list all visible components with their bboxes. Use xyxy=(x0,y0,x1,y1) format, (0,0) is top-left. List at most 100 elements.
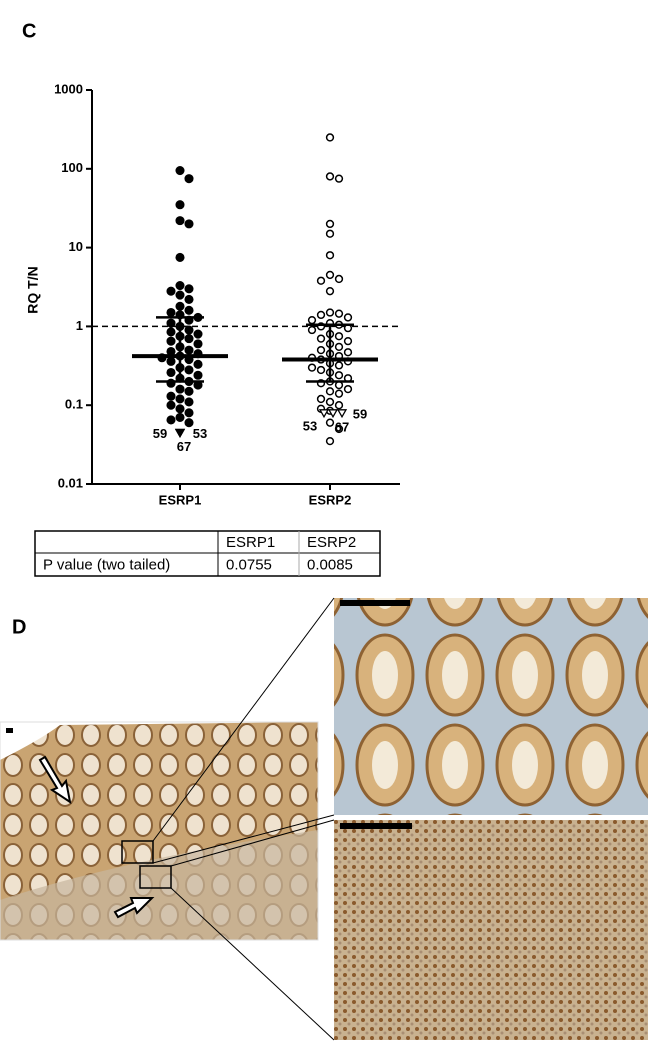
table-cell: ESRP2 xyxy=(307,534,356,551)
flagged-point xyxy=(174,428,186,438)
data-point xyxy=(184,397,194,407)
data-point xyxy=(316,345,326,355)
scale-bar xyxy=(340,823,412,829)
scale-bar xyxy=(340,600,410,606)
data-point xyxy=(307,325,317,335)
data-point xyxy=(334,174,344,183)
arrow xyxy=(38,755,72,805)
data-point xyxy=(307,363,317,372)
data-point xyxy=(175,166,185,176)
data-point xyxy=(175,200,185,210)
zoom-image xyxy=(334,820,648,1040)
data-point xyxy=(175,384,185,394)
data-point xyxy=(325,172,335,181)
data-point xyxy=(334,401,344,410)
data-point xyxy=(184,345,194,355)
scale-bar xyxy=(6,728,13,733)
data-point xyxy=(307,316,317,325)
data-point xyxy=(325,133,335,142)
data-point xyxy=(316,394,326,404)
data-point xyxy=(175,252,185,262)
table-cell: ESRP1 xyxy=(226,534,275,551)
zoom-image xyxy=(334,598,648,815)
data-point xyxy=(325,287,335,296)
data-point xyxy=(166,336,176,346)
x-tick-label: ESRP1 xyxy=(159,492,202,507)
data-point xyxy=(316,310,326,320)
data-point xyxy=(325,219,335,229)
data-point xyxy=(334,274,344,284)
data-point xyxy=(325,387,335,396)
data-point xyxy=(166,318,176,328)
data-point xyxy=(166,356,176,366)
data-point xyxy=(325,270,335,280)
flag-label: 59 xyxy=(353,406,367,421)
table-cell: 0.0755 xyxy=(226,556,272,573)
y-tick-label: 100 xyxy=(61,160,83,175)
data-point xyxy=(193,370,203,380)
data-point xyxy=(184,365,194,375)
data-point xyxy=(334,371,344,380)
overview-image xyxy=(0,830,318,940)
data-point xyxy=(334,424,344,434)
data-point xyxy=(325,308,335,317)
y-tick-label: 0.01 xyxy=(58,475,83,490)
data-point xyxy=(184,284,194,294)
data-point xyxy=(316,365,326,375)
panel-label: C xyxy=(22,20,36,42)
data-point xyxy=(325,251,335,260)
y-axis-label: RQ T/N xyxy=(25,266,41,313)
y-tick-label: 10 xyxy=(69,239,83,254)
data-point xyxy=(166,415,176,425)
zoom-box xyxy=(139,865,172,889)
data-point xyxy=(166,327,176,337)
flag-label: 67 xyxy=(177,439,191,454)
arrow xyxy=(113,897,155,919)
data-point xyxy=(193,329,203,339)
data-point xyxy=(325,436,335,446)
data-point xyxy=(166,286,176,296)
data-point xyxy=(343,384,353,394)
overview-image xyxy=(0,721,319,941)
data-point xyxy=(184,418,194,428)
flagged-point xyxy=(327,409,339,419)
data-point xyxy=(175,412,185,422)
panel-label: D xyxy=(12,616,26,638)
data-point xyxy=(334,332,344,341)
flag-label: 67 xyxy=(335,419,349,434)
data-point xyxy=(175,394,185,404)
data-point xyxy=(175,280,185,291)
data-point xyxy=(166,400,176,410)
data-point xyxy=(343,336,353,346)
data-point xyxy=(184,408,194,418)
data-point xyxy=(334,389,344,398)
data-point xyxy=(193,339,203,349)
data-point xyxy=(175,301,185,311)
flagged-point xyxy=(336,409,348,419)
data-point xyxy=(166,307,176,318)
data-point xyxy=(325,229,335,238)
data-point xyxy=(175,216,185,226)
data-point xyxy=(316,334,326,343)
data-point xyxy=(343,313,353,322)
y-tick-label: 1 xyxy=(76,318,83,333)
micrographs xyxy=(0,597,648,1041)
data-point xyxy=(184,294,194,304)
data-point xyxy=(175,290,185,300)
data-point xyxy=(334,309,344,318)
flag-label: 53 xyxy=(193,426,207,441)
zoom-box xyxy=(121,840,154,864)
data-point xyxy=(193,359,203,369)
data-point xyxy=(343,348,353,357)
data-point xyxy=(334,342,344,352)
data-point xyxy=(184,386,194,396)
x-tick-label: ESRP2 xyxy=(309,492,352,507)
flag-label: 59 xyxy=(153,426,167,441)
table-cell: P value (two tailed) xyxy=(43,556,170,573)
data-point xyxy=(184,334,194,344)
data-point xyxy=(175,404,185,414)
y-tick-label: 0.1 xyxy=(65,397,83,412)
